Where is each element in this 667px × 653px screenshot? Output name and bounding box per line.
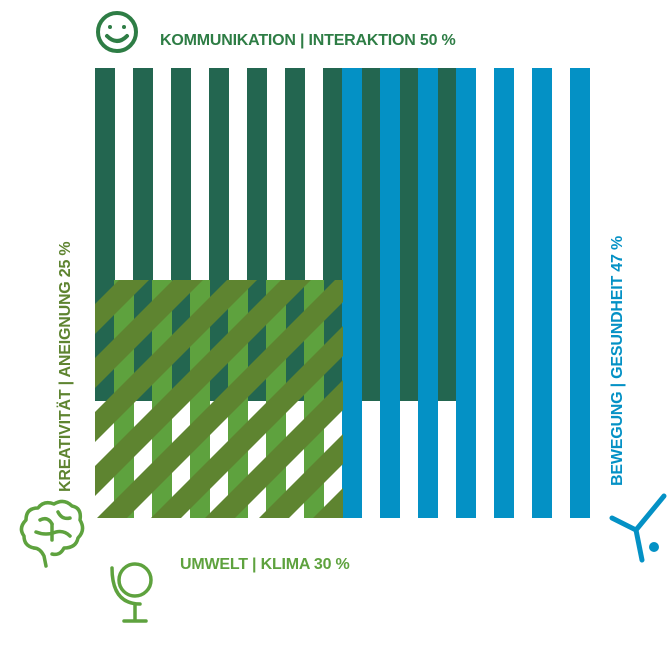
kreativitaet-diagonal-stripe	[95, 280, 203, 388]
kreativitaet-diagonal-stripe	[95, 280, 149, 334]
bewegung-stripe	[494, 68, 514, 518]
kreativitaet-diagonal-stripe	[205, 380, 343, 518]
kommunikation-stripe	[361, 68, 381, 401]
bewegung-stripe	[418, 68, 438, 518]
label-umwelt: UMWELT | KLIMA 30 %	[180, 556, 350, 573]
brain-icon	[19, 499, 85, 568]
bewegung-stripe	[570, 68, 590, 518]
kreativitaet-diagonal-stripe	[97, 280, 343, 518]
bewegung-stripes	[342, 68, 590, 518]
bewegung-stripe	[342, 68, 362, 518]
label-kommunikation: KOMMUNIKATION | INTERAKTION 50 %	[160, 32, 456, 49]
globe-icon	[110, 562, 153, 623]
bewegung-stripe	[380, 68, 400, 518]
kreativitaet-diagonal-stripes	[0, 260, 667, 520]
kommunikation-stripe	[437, 68, 457, 401]
kreativitaet-diagonal-stripe	[259, 434, 343, 518]
smiley-face-icon	[96, 11, 138, 53]
kreativitaet-diagonal-stripe	[0, 260, 61, 520]
label-kreativitaet: KREATIVITÄT | ANEIGNUNG 25 %	[57, 241, 74, 492]
bewegung-stripe	[532, 68, 552, 518]
kreativitaet-diagonal-stripe	[313, 488, 343, 518]
kommunikation-stripe	[399, 68, 419, 401]
kreativitaet-diagonal-stripe	[151, 326, 343, 518]
kreativitaet-diagonal-stripe	[95, 280, 257, 442]
kreativitaet-diagonal-stripe	[635, 260, 667, 520]
label-bewegung: BEWEGUNG | GESUNDHEIT 47 %	[609, 236, 626, 486]
gymnast-figure-icon	[609, 493, 667, 563]
kreativitaet-diagonal-stripe	[95, 280, 311, 496]
bewegung-stripe	[456, 68, 476, 518]
